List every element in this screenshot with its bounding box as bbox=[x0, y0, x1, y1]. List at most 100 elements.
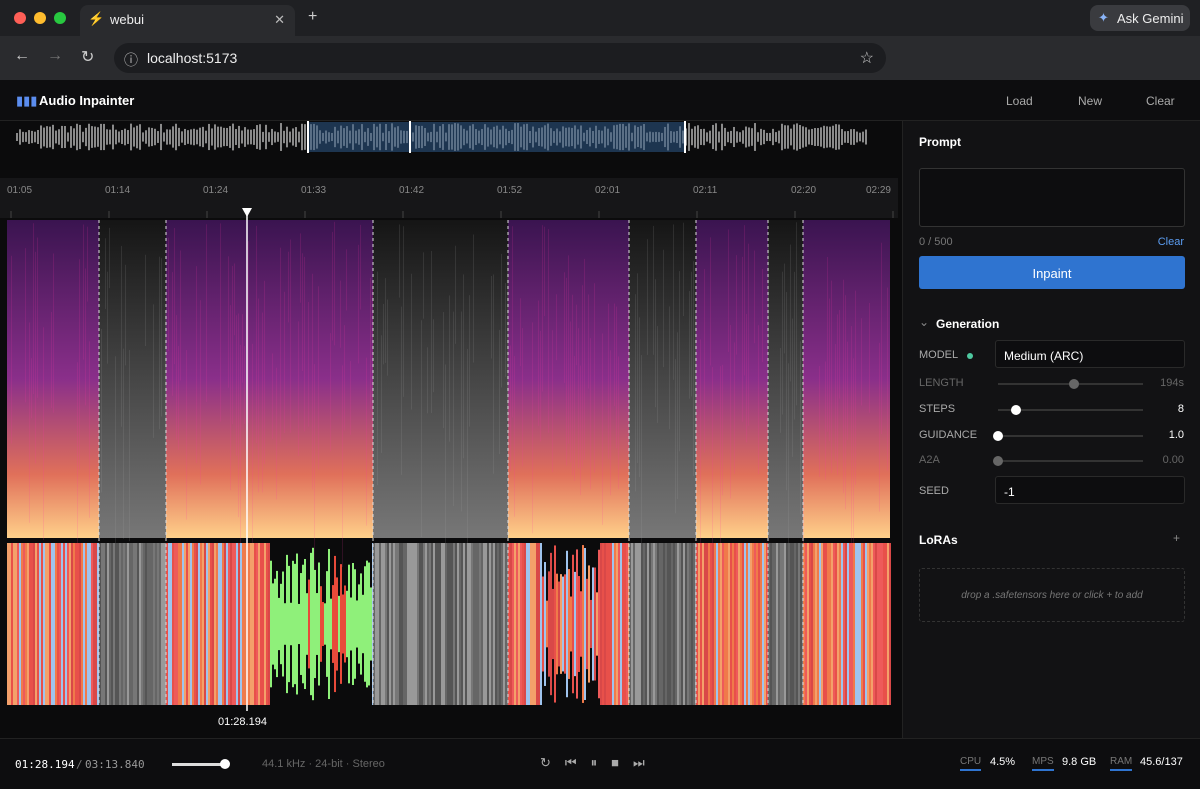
feature-stripe bbox=[750, 543, 752, 705]
overview-wave bbox=[361, 124, 363, 150]
volume-slider[interactable] bbox=[172, 759, 230, 769]
feature-stripe bbox=[135, 543, 137, 705]
overview-wave bbox=[634, 125, 636, 149]
footer: 01:28.194 / 03:13.840 44.1 kHz · 24-bit … bbox=[0, 738, 1200, 789]
feature-stripe bbox=[635, 543, 637, 705]
zoom-dot[interactable] bbox=[54, 12, 66, 24]
param-input[interactable]: Medium (ARC) bbox=[995, 340, 1185, 368]
back[interactable]: ← bbox=[14, 47, 30, 64]
overview-wave bbox=[547, 123, 549, 151]
feature-stripe bbox=[475, 543, 477, 705]
inpaint-button[interactable]: Inpaint bbox=[919, 256, 1185, 289]
load-button[interactable]: Load bbox=[1006, 94, 1033, 108]
spectral-streak bbox=[800, 341, 801, 515]
spectral-streak bbox=[85, 268, 86, 406]
overview-wave bbox=[391, 123, 393, 151]
feature-stripe bbox=[798, 543, 800, 705]
volume-knob[interactable] bbox=[220, 759, 230, 769]
feature-stripe bbox=[77, 543, 79, 705]
param-slider[interactable] bbox=[998, 405, 1143, 415]
feature-stripe bbox=[457, 543, 459, 705]
feature-stripe bbox=[679, 543, 681, 705]
overview-wave bbox=[319, 130, 321, 144]
spectral-streak bbox=[228, 256, 229, 388]
feature-stripe bbox=[487, 543, 489, 705]
spectral-streak bbox=[784, 263, 785, 354]
feature-stripe bbox=[687, 543, 689, 705]
overview-wave bbox=[286, 126, 288, 148]
star[interactable]: ☆ bbox=[859, 50, 874, 67]
feature-stripe bbox=[758, 543, 760, 705]
overview-wave bbox=[439, 126, 441, 148]
overview-wave bbox=[148, 127, 150, 147]
overview-wave bbox=[784, 125, 786, 149]
feature-stripe bbox=[710, 543, 712, 705]
reload[interactable]: ↻ bbox=[81, 49, 95, 66]
tab[interactable]: webui ⚡ ✕ bbox=[80, 5, 295, 36]
ask-button[interactable]: ✦ Ask Gemini bbox=[1090, 5, 1190, 31]
clear-button[interactable]: Clear bbox=[1146, 94, 1175, 108]
feature-stripe bbox=[377, 543, 379, 705]
overview-wave bbox=[592, 130, 594, 144]
feature-stripe bbox=[831, 543, 833, 705]
param-slider[interactable] bbox=[993, 431, 1143, 441]
param-slider[interactable] bbox=[993, 456, 1143, 466]
param-slider[interactable] bbox=[998, 379, 1143, 389]
overview-wave bbox=[328, 132, 330, 142]
feature-stripe bbox=[811, 543, 813, 705]
feature-stripe bbox=[51, 543, 53, 705]
overview-wave bbox=[781, 123, 783, 151]
add-lora[interactable]: + bbox=[1172, 531, 1180, 545]
time-tick: 02:20 bbox=[791, 185, 816, 196]
new-button[interactable]: New bbox=[1078, 94, 1103, 108]
feature-stripe bbox=[89, 543, 91, 705]
prompt-input[interactable] bbox=[919, 168, 1185, 227]
overview-wave bbox=[565, 127, 567, 147]
spectral-streak bbox=[710, 237, 711, 366]
feature-stripe bbox=[101, 543, 103, 705]
feature-stripe bbox=[766, 543, 768, 705]
app-header: ▮▮▮ Audio Inpainter Load New Clear bbox=[0, 80, 1200, 121]
prompt-clear[interactable]: Clear bbox=[1157, 236, 1184, 248]
playhead-handle bbox=[242, 208, 252, 217]
overview-wave bbox=[145, 130, 147, 144]
generation-header[interactable]: Generation bbox=[936, 317, 1000, 331]
forward[interactable]: → bbox=[47, 47, 63, 64]
spectral-streak bbox=[360, 224, 361, 310]
position: 01:28.194 bbox=[15, 758, 75, 771]
feature-stripe bbox=[602, 543, 604, 705]
new-tab[interactable]: + bbox=[308, 8, 318, 25]
overview-wave bbox=[412, 132, 414, 142]
spectral-streak bbox=[584, 258, 585, 460]
feature-stripe bbox=[677, 543, 679, 705]
url-field[interactable]: ⓘ localhost:5173 ☆ bbox=[114, 43, 886, 73]
feature-stripe bbox=[33, 543, 35, 705]
overview-wave bbox=[274, 131, 276, 143]
drop-zone[interactable]: drop a .safetensors here or click + to a… bbox=[919, 568, 1185, 622]
spectral-streak bbox=[37, 237, 38, 398]
param-input[interactable]: -1 bbox=[995, 476, 1185, 504]
feature-stripe bbox=[647, 543, 649, 705]
spectral-streak bbox=[220, 223, 221, 422]
overview-wave bbox=[334, 126, 336, 148]
feature-stripe bbox=[318, 562, 320, 686]
overview-wave bbox=[103, 123, 105, 151]
feature-stripe bbox=[186, 543, 188, 705]
overview-wave bbox=[214, 124, 216, 150]
feature-stripe bbox=[469, 543, 471, 705]
feature-stripe bbox=[714, 543, 716, 705]
spectral-streak bbox=[762, 268, 763, 363]
feature-stripe bbox=[437, 543, 439, 705]
transport[interactable]: ↻⏮⏸■⏭ bbox=[540, 755, 659, 770]
feature-stripe bbox=[560, 574, 562, 674]
minimize-dot[interactable] bbox=[34, 12, 46, 24]
overview-wave bbox=[91, 126, 93, 148]
tab-close[interactable]: ✕ bbox=[274, 12, 285, 27]
feature-stripe bbox=[415, 543, 417, 705]
feature-stripe bbox=[220, 543, 222, 705]
overview-wave bbox=[472, 124, 474, 150]
close-dot[interactable] bbox=[14, 12, 26, 24]
side-panel: Prompt 0 / 500 Clear Inpaint Generation … bbox=[902, 121, 1200, 738]
feature-stripe bbox=[168, 543, 170, 705]
feature-stripe bbox=[528, 543, 530, 705]
